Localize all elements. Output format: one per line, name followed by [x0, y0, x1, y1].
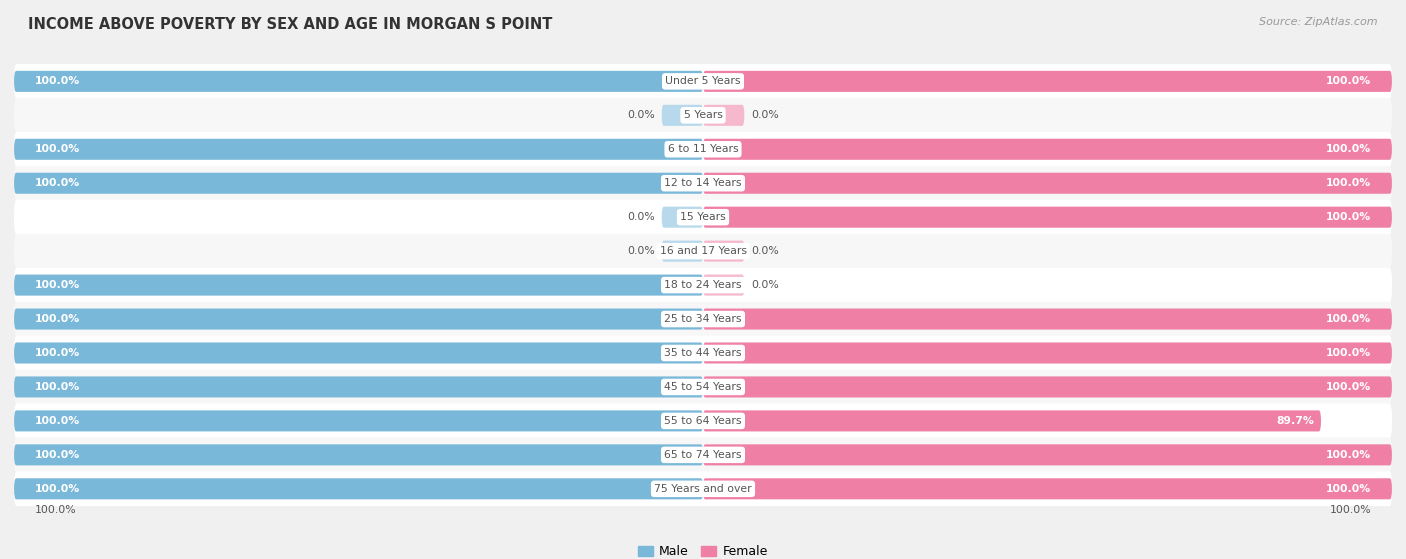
Text: 100.0%: 100.0%	[35, 416, 80, 426]
FancyBboxPatch shape	[14, 444, 703, 466]
Text: 100.0%: 100.0%	[1326, 450, 1371, 460]
Text: 100.0%: 100.0%	[35, 348, 80, 358]
Text: 12 to 14 Years: 12 to 14 Years	[664, 178, 742, 188]
FancyBboxPatch shape	[14, 309, 703, 330]
Text: 18 to 24 Years: 18 to 24 Years	[664, 280, 742, 290]
Text: INCOME ABOVE POVERTY BY SEX AND AGE IN MORGAN S POINT: INCOME ABOVE POVERTY BY SEX AND AGE IN M…	[28, 17, 553, 32]
Text: 100.0%: 100.0%	[35, 314, 80, 324]
Text: 100.0%: 100.0%	[35, 450, 80, 460]
FancyBboxPatch shape	[14, 471, 1392, 506]
FancyBboxPatch shape	[14, 404, 1392, 438]
FancyBboxPatch shape	[14, 438, 1392, 472]
Text: 45 to 54 Years: 45 to 54 Years	[664, 382, 742, 392]
FancyBboxPatch shape	[14, 274, 703, 296]
FancyBboxPatch shape	[14, 64, 1392, 99]
FancyBboxPatch shape	[14, 200, 1392, 234]
FancyBboxPatch shape	[703, 376, 1392, 397]
Text: 35 to 44 Years: 35 to 44 Years	[664, 348, 742, 358]
Text: 100.0%: 100.0%	[1330, 505, 1371, 515]
Text: 25 to 34 Years: 25 to 34 Years	[664, 314, 742, 324]
Text: 15 Years: 15 Years	[681, 212, 725, 222]
FancyBboxPatch shape	[703, 309, 1392, 330]
FancyBboxPatch shape	[14, 302, 1392, 337]
Text: 100.0%: 100.0%	[1326, 212, 1371, 222]
Text: 0.0%: 0.0%	[751, 110, 779, 120]
FancyBboxPatch shape	[662, 207, 703, 228]
Text: 75 Years and over: 75 Years and over	[654, 484, 752, 494]
FancyBboxPatch shape	[662, 105, 703, 126]
Text: 100.0%: 100.0%	[35, 280, 80, 290]
Text: 0.0%: 0.0%	[627, 212, 655, 222]
Text: 100.0%: 100.0%	[35, 505, 76, 515]
Text: Under 5 Years: Under 5 Years	[665, 77, 741, 87]
Text: 100.0%: 100.0%	[1326, 77, 1371, 87]
FancyBboxPatch shape	[703, 274, 744, 296]
Text: 100.0%: 100.0%	[35, 484, 80, 494]
Text: 16 and 17 Years: 16 and 17 Years	[659, 246, 747, 256]
FancyBboxPatch shape	[14, 132, 1392, 167]
FancyBboxPatch shape	[703, 410, 1322, 432]
Text: 5 Years: 5 Years	[683, 110, 723, 120]
FancyBboxPatch shape	[662, 240, 703, 262]
FancyBboxPatch shape	[14, 410, 703, 432]
Text: 65 to 74 Years: 65 to 74 Years	[664, 450, 742, 460]
FancyBboxPatch shape	[703, 71, 1392, 92]
Text: 100.0%: 100.0%	[1326, 484, 1371, 494]
FancyBboxPatch shape	[14, 139, 703, 160]
FancyBboxPatch shape	[14, 369, 1392, 404]
Text: 100.0%: 100.0%	[1326, 348, 1371, 358]
FancyBboxPatch shape	[703, 173, 1392, 194]
FancyBboxPatch shape	[14, 98, 1392, 132]
FancyBboxPatch shape	[703, 479, 1392, 499]
Text: 100.0%: 100.0%	[1326, 382, 1371, 392]
FancyBboxPatch shape	[703, 240, 744, 262]
FancyBboxPatch shape	[14, 336, 1392, 370]
FancyBboxPatch shape	[14, 234, 1392, 268]
FancyBboxPatch shape	[14, 71, 703, 92]
FancyBboxPatch shape	[703, 444, 1392, 466]
FancyBboxPatch shape	[14, 479, 703, 499]
Text: 100.0%: 100.0%	[1326, 178, 1371, 188]
FancyBboxPatch shape	[14, 268, 1392, 302]
Text: Source: ZipAtlas.com: Source: ZipAtlas.com	[1260, 17, 1378, 27]
Text: 0.0%: 0.0%	[627, 246, 655, 256]
Text: 100.0%: 100.0%	[1326, 314, 1371, 324]
Text: 89.7%: 89.7%	[1277, 416, 1315, 426]
FancyBboxPatch shape	[14, 343, 703, 363]
Text: 0.0%: 0.0%	[627, 110, 655, 120]
FancyBboxPatch shape	[703, 343, 1392, 363]
Text: 100.0%: 100.0%	[35, 178, 80, 188]
FancyBboxPatch shape	[14, 173, 703, 194]
FancyBboxPatch shape	[14, 376, 703, 397]
FancyBboxPatch shape	[703, 139, 1392, 160]
Text: 100.0%: 100.0%	[1326, 144, 1371, 154]
Text: 100.0%: 100.0%	[35, 382, 80, 392]
Text: 0.0%: 0.0%	[751, 246, 779, 256]
Text: 100.0%: 100.0%	[35, 77, 80, 87]
Text: 0.0%: 0.0%	[751, 280, 779, 290]
FancyBboxPatch shape	[703, 207, 1392, 228]
FancyBboxPatch shape	[703, 105, 744, 126]
Text: 55 to 64 Years: 55 to 64 Years	[664, 416, 742, 426]
FancyBboxPatch shape	[14, 166, 1392, 201]
Text: 100.0%: 100.0%	[35, 144, 80, 154]
Legend: Male, Female: Male, Female	[633, 540, 773, 559]
Text: 6 to 11 Years: 6 to 11 Years	[668, 144, 738, 154]
